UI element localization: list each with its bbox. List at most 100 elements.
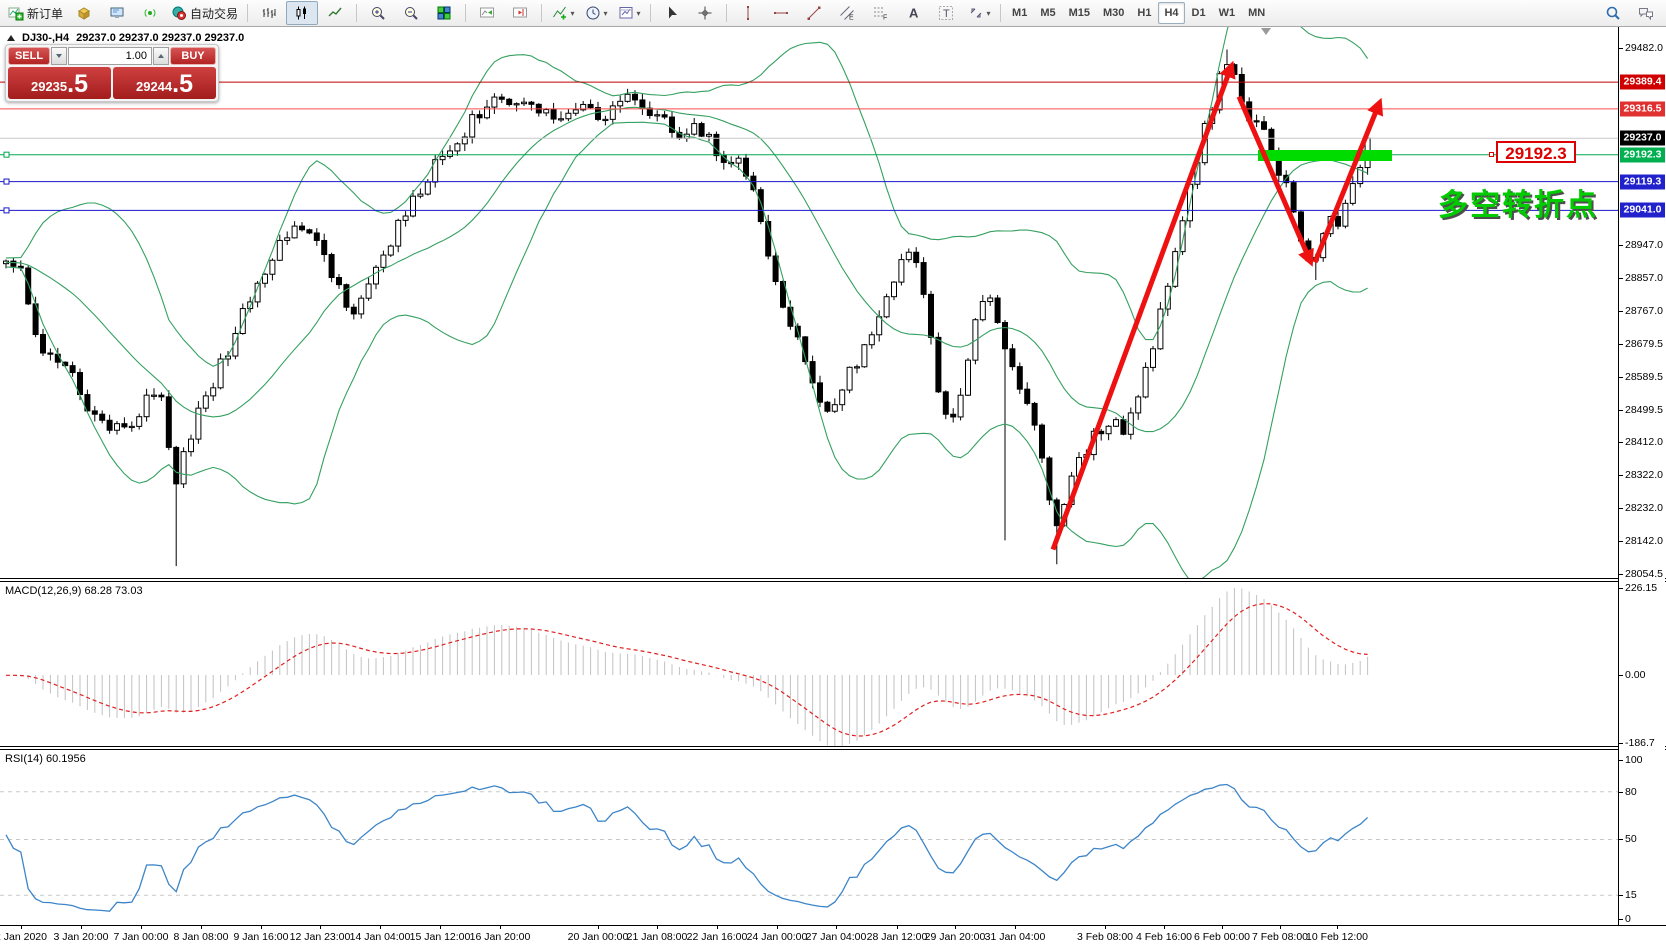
periods-button[interactable]: ▾ (580, 1, 612, 25)
time-label: 6 Feb 00:00 (1193, 931, 1251, 943)
trend-arrow-1[interactable] (1050, 60, 1236, 551)
line-anchor-handle[interactable] (3, 207, 10, 214)
price-level-badge: 29316.5 (1620, 101, 1665, 117)
text-button[interactable]: A (897, 1, 929, 25)
buy-price: 29244 (135, 79, 173, 94)
timeframe-m5[interactable]: M5 (1040, 7, 1056, 19)
volume-input[interactable]: 1.00 (68, 47, 152, 65)
timeframe-m30[interactable]: M30 (1103, 7, 1125, 19)
support-zone-bar[interactable] (1258, 150, 1392, 161)
arrows-button[interactable]: ▾ (963, 1, 995, 25)
search-button[interactable] (1597, 1, 1629, 25)
chart-title: DJ30-,H4 29237.0 29237.0 29237.0 29237.0 (7, 32, 244, 44)
axis-tick (1619, 839, 1623, 840)
templates-button[interactable]: ▾ (613, 1, 645, 25)
channel-button[interactable]: E (831, 1, 863, 25)
text-label-button[interactable]: T (930, 1, 962, 25)
vertical-line-button[interactable] (732, 1, 764, 25)
axis-tick (1619, 48, 1623, 49)
price-chart-canvas[interactable] (0, 27, 1618, 579)
price-axis[interactable]: 29482.0 28947.0 28857.0 28767.0 28679.5 28589… (1618, 27, 1665, 925)
chat-button[interactable] (1630, 1, 1662, 25)
timeframe-h1[interactable]: H1 (1137, 7, 1152, 19)
toolbar-separator (1000, 4, 1002, 22)
signals-button[interactable] (134, 1, 166, 25)
timeframe-m15[interactable]: M15 (1068, 7, 1090, 19)
price-tick-label: 29482.0 (1625, 42, 1663, 54)
rsi-tick-label: 0 (1625, 913, 1631, 925)
timeframe-m1[interactable]: M1 (1012, 7, 1028, 19)
candlestick-chart-button[interactable] (286, 1, 319, 25)
candles-icon (296, 6, 307, 20)
timeframe-d1[interactable]: D1 (1191, 7, 1206, 19)
buy-button[interactable]: BUY (170, 47, 216, 65)
annotation-text[interactable]: 多空转折点 (1438, 189, 1598, 222)
time-label: 29 Jan 20:00 (924, 931, 986, 943)
collapse-panel-icon[interactable] (7, 35, 15, 41)
volume-increase-button[interactable] (153, 47, 169, 65)
time-tick (836, 926, 837, 929)
price-tick-label: 28142.0 (1625, 535, 1663, 547)
time-tick (380, 926, 381, 929)
trendline-button[interactable] (798, 1, 830, 25)
candles-layer (3, 64, 1371, 527)
pane-splitter[interactable] (0, 749, 1666, 750)
line-chart-button[interactable] (319, 1, 351, 25)
autotrading-button[interactable]: 自动交易 (167, 1, 242, 25)
price-tick-label: 28322.0 (1625, 469, 1663, 481)
auto-scroll-button[interactable] (471, 1, 503, 25)
fibonacci-button[interactable]: F (864, 1, 896, 25)
time-tick (897, 926, 898, 929)
time-tick (1015, 926, 1016, 929)
tile-windows-button[interactable] (428, 1, 460, 25)
cursor-button[interactable] (656, 1, 688, 25)
pane-splitter[interactable] (0, 578, 1666, 579)
new-order-button[interactable]: 新订单 (4, 1, 67, 25)
axis-tick (1619, 442, 1623, 443)
time-axis[interactable]: 2 Jan 2020 3 Jan 20:00 7 Jan 00:00 8 Jan 08… (0, 925, 1666, 946)
timeframe-h4[interactable]: H4 (1158, 2, 1185, 24)
time-tick (1164, 926, 1165, 929)
crosshair-button[interactable] (689, 1, 721, 25)
zoom-in-button[interactable] (362, 1, 394, 25)
volume-decrease-button[interactable] (51, 47, 67, 65)
market-depth-button[interactable] (101, 1, 133, 25)
chart-ohlc-readout: 29237.0 29237.0 29237.0 29237.0 (76, 32, 245, 44)
line-anchor-handle[interactable] (1489, 152, 1494, 157)
time-tick (1222, 926, 1223, 929)
timeframe-w1[interactable]: W1 (1218, 7, 1236, 19)
price-callout-box[interactable]: 29192.3 (1496, 141, 1576, 163)
time-label: 27 Jan 04:00 (805, 931, 867, 943)
line-anchor-handle[interactable] (3, 178, 10, 185)
rsi-pane-canvas[interactable] (0, 749, 1618, 925)
new-order-button-label: 新订单 (27, 6, 64, 21)
chart-shift-marker-icon[interactable] (1261, 28, 1271, 35)
bar-chart-button[interactable] (253, 1, 285, 25)
time-label: 4 Feb 16:00 (1135, 931, 1193, 943)
time-label: 8 Jan 08:00 (173, 931, 229, 943)
timeframe-mn[interactable]: MN (1248, 7, 1266, 19)
template-icon (619, 7, 633, 19)
hline-icon (774, 12, 789, 14)
metaeditor-button[interactable] (68, 1, 100, 25)
vline-icon (747, 6, 750, 20)
macd-tick-label: 0.00 (1625, 669, 1646, 681)
trend-arrow-3[interactable] (1312, 97, 1384, 264)
pane-splitter[interactable] (0, 746, 1666, 747)
toolbar-separator (247, 4, 249, 22)
pane-splitter[interactable] (0, 581, 1666, 582)
sell-button[interactable]: SELL (8, 47, 50, 65)
time-tick (955, 926, 956, 929)
zoom-out-button[interactable] (395, 1, 427, 25)
buy-price-panel[interactable]: 29244 .5 (113, 67, 216, 99)
trend-arrow-2[interactable] (1236, 95, 1314, 267)
line-anchor-handle[interactable] (3, 151, 10, 158)
macd-pane-canvas[interactable] (0, 583, 1618, 746)
chart-shift-button[interactable] (504, 1, 536, 25)
sell-price-panel[interactable]: 29235 .5 (8, 67, 111, 99)
toolbar-separator (650, 4, 652, 22)
indicators-button[interactable]: ▾ (547, 1, 579, 25)
price-tick-label: 28232.0 (1625, 502, 1663, 514)
labelT-icon: T (939, 6, 954, 20)
horizontal-line-button[interactable] (765, 1, 797, 25)
